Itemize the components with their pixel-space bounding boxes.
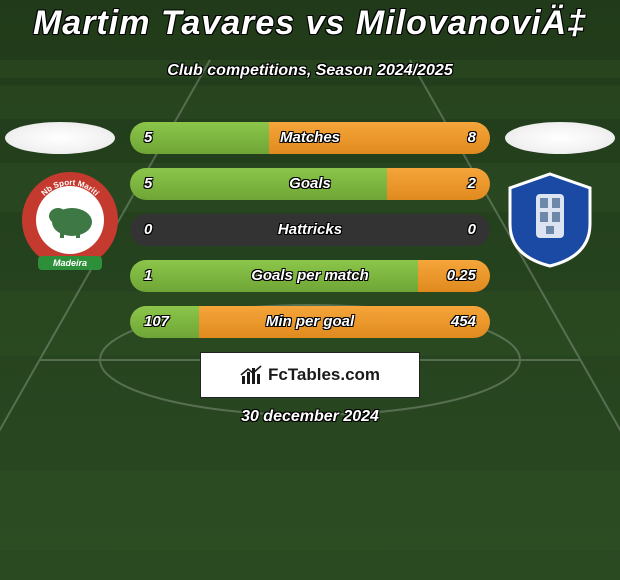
stat-label: Hattricks (130, 214, 490, 246)
stat-label: Goals per match (130, 260, 490, 292)
title: Martim Tavares vs MilovanoviÄ‡ (0, 4, 620, 43)
brand-text: FcTables.com (268, 365, 380, 385)
chart-icon (240, 364, 262, 386)
player-photo-right (505, 122, 615, 154)
player-photo-left (5, 122, 115, 154)
stat-bars: 58Matches 52Goals 00Hattricks 10.25Goals pe… (130, 122, 490, 352)
stat-row: 10.25Goals per match (130, 260, 490, 292)
date: 30 december 2024 (0, 408, 620, 426)
comparison-card: Martim Tavares vs MilovanoviÄ‡ Club comp… (0, 0, 620, 580)
stat-label: Min per goal (130, 306, 490, 338)
crest-left-banner-text: Madeira (53, 258, 87, 268)
stat-row: 00Hattricks (130, 214, 490, 246)
club-crest-right (500, 170, 600, 270)
stat-label: Goals (130, 168, 490, 200)
stat-row: 107454Min per goal (130, 306, 490, 338)
club-crest-left: Nb Sport Marití Madeira (20, 170, 120, 270)
stat-row: 52Goals (130, 168, 490, 200)
brand-box[interactable]: FcTables.com (200, 352, 420, 398)
stat-row: 58Matches (130, 122, 490, 154)
subtitle: Club competitions, Season 2024/2025 (0, 62, 620, 80)
stat-label: Matches (130, 122, 490, 154)
